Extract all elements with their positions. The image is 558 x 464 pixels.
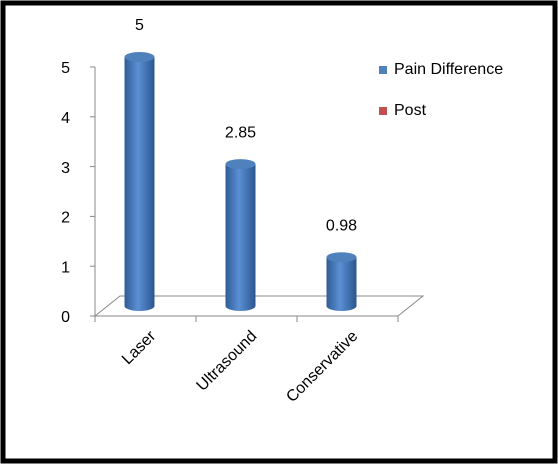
bar <box>326 257 357 311</box>
data-label: 5 <box>135 17 144 34</box>
legend-label: Pain Difference <box>394 61 503 78</box>
y-tick-label: 2 <box>61 210 70 227</box>
y-tick-label: 3 <box>61 160 70 177</box>
y-tick-label: 5 <box>61 60 70 77</box>
bar-top <box>326 252 357 263</box>
y-tick-label: 0 <box>61 309 70 326</box>
y-tick-label: 4 <box>61 110 70 127</box>
bar-top <box>225 159 256 170</box>
legend-swatch <box>379 107 387 115</box>
legend-swatch <box>379 66 387 74</box>
y-tick-label: 1 <box>61 259 70 276</box>
bar <box>225 164 256 311</box>
data-label: 2.85 <box>225 124 256 141</box>
bar-top <box>124 52 155 62</box>
data-label: 0.98 <box>326 217 357 234</box>
bar <box>124 57 155 311</box>
legend-label: Post <box>394 102 427 119</box>
